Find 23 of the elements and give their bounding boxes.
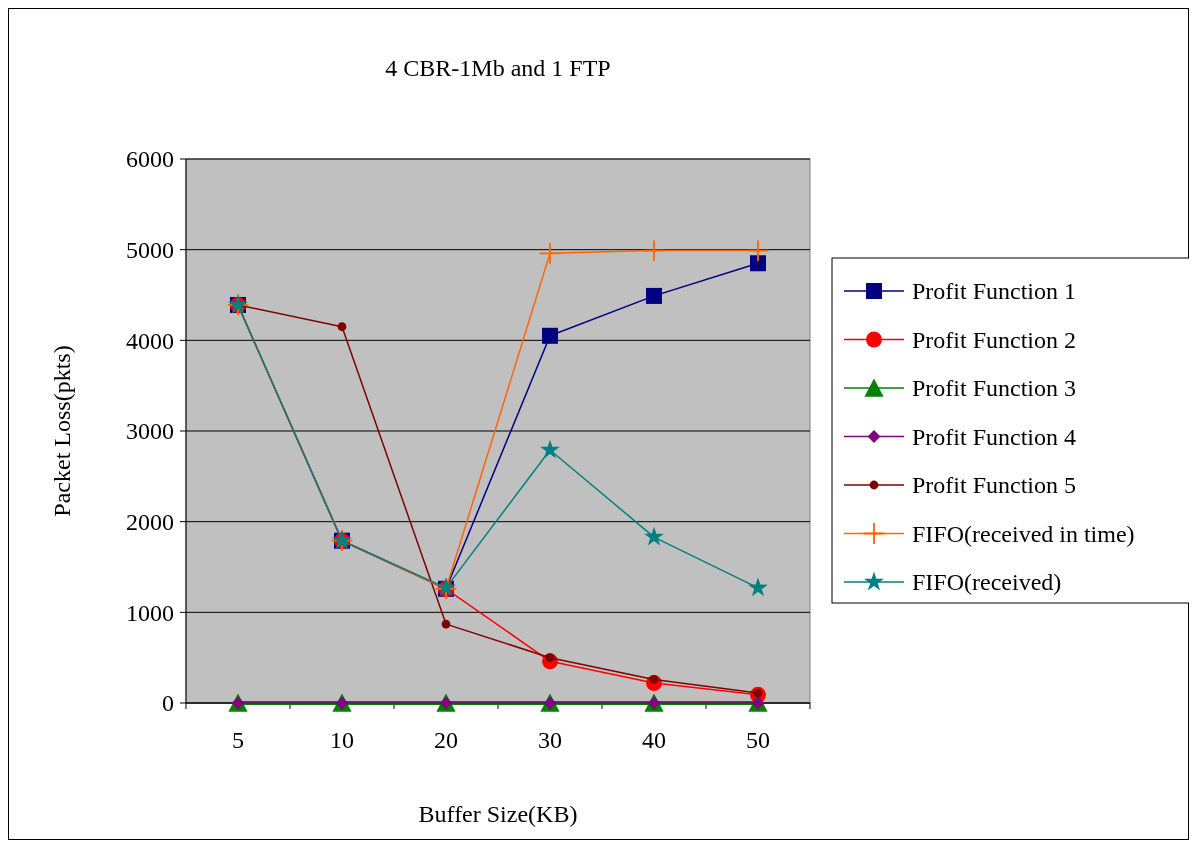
y-tick-label: 5000 [126, 237, 174, 264]
x-tick-label: 50 [746, 727, 770, 753]
y-tick-label: 2000 [126, 509, 174, 536]
legend-label: Profit Function 2 [912, 326, 1077, 353]
legend-label: FIFO(received) [912, 569, 1062, 596]
chart-title: 4 CBR-1Mb and 1 FTP [385, 55, 611, 81]
y-tick-label: 1000 [126, 599, 174, 626]
x-tick-label: 20 [434, 727, 458, 753]
y-tick-label: 4000 [126, 327, 174, 354]
legend-label: FIFO(received in time) [912, 520, 1135, 547]
y-tick-label: 3000 [126, 418, 174, 445]
y-tick-label: 6000 [126, 146, 174, 173]
legend-label: Profit Function 4 [912, 423, 1077, 450]
x-tick-label: 30 [538, 727, 562, 753]
x-tick-label: 10 [330, 727, 354, 753]
legend-label: Profit Function 1 [912, 278, 1077, 305]
legend-label: Profit Function 5 [912, 472, 1077, 499]
x-tick-label: 5 [232, 727, 244, 753]
x-tick-label: 40 [642, 727, 666, 753]
x-axis-title: Buffer Size(KB) [418, 801, 578, 827]
y-axis-title: Packet Loss(pkts) [49, 345, 75, 517]
y-tick-label: 0 [162, 690, 174, 717]
legend-label: Profit Function 3 [912, 375, 1077, 402]
